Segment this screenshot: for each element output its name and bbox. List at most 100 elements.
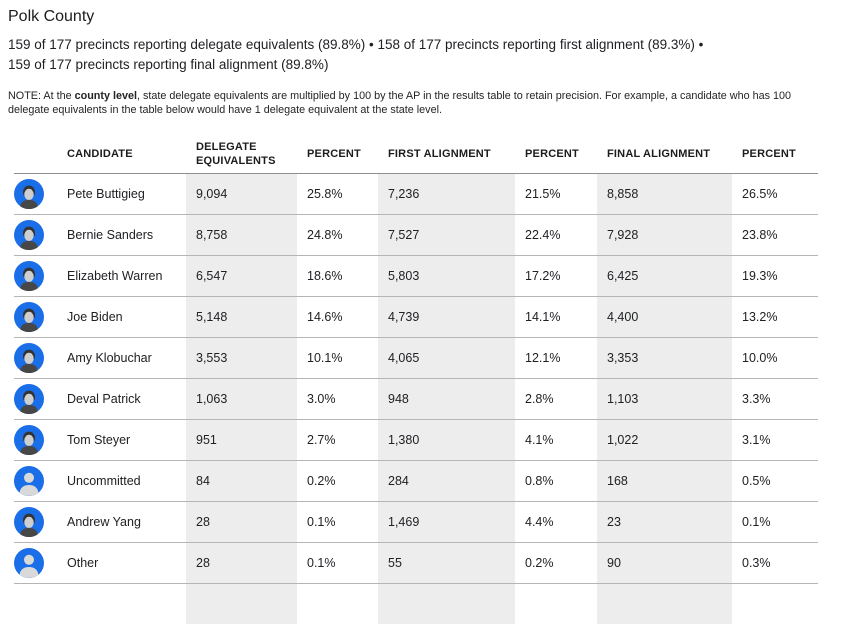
candidate-name: Uncommitted: [67, 473, 141, 488]
first-alignment-percent-cell: 14.1%: [525, 309, 561, 324]
candidate-avatar: [14, 178, 44, 209]
candidate-cell: Andrew Yang: [14, 501, 186, 542]
candidate-cell: Deval Patrick: [14, 378, 186, 419]
candidate-name: Tom Steyer: [67, 432, 131, 447]
first-alignment-percent-cell: 4.1%: [525, 432, 554, 447]
candidate-avatar: [14, 465, 44, 496]
column-header-percent: PERCENT: [307, 148, 361, 161]
final-alignment-cell: 23: [597, 501, 732, 542]
final-alignment-cell: 90: [597, 542, 732, 583]
county-level-note: NOTE: At the county level, state delegat…: [8, 89, 808, 117]
delegate-percent-cell: 3.0%: [307, 391, 336, 406]
page-title: Polk County: [8, 8, 95, 25]
column-header-first-alignment: FIRST ALIGNMENT: [388, 148, 491, 161]
final-alignment-cell: 4,400: [597, 296, 732, 337]
first-alignment-percent-cell: 0.8%: [525, 473, 554, 488]
candidate-avatar: [14, 424, 44, 455]
candidate-cell: Pete Buttigieg: [14, 173, 186, 214]
first-alignment-cell: 5,803: [378, 255, 515, 296]
candidate-cell: Joe Biden: [14, 296, 186, 337]
candidate-avatar: [14, 301, 44, 332]
delegate-percent-cell: 14.6%: [307, 309, 343, 324]
delegate-percent-cell: 0.1%: [307, 514, 336, 529]
candidate-name: Deval Patrick: [67, 391, 141, 406]
candidate-cell: Uncommitted: [14, 460, 186, 501]
final-alignment-percent-cell: 10.0%: [742, 350, 778, 365]
candidate-name: Bernie Sanders: [67, 227, 154, 242]
delegate-equivalents-cell: 84: [186, 460, 297, 501]
final-alignment-cell: 7,928: [597, 214, 732, 255]
delegate-percent-cell: 10.1%: [307, 350, 343, 365]
table-row: Deval Patrick 1,063 3.0% 948 2.8% 1,103 …: [14, 378, 818, 419]
candidate-cell: Elizabeth Warren: [14, 255, 186, 296]
final-alignment-cell: 1,103: [597, 378, 732, 419]
first-alignment-percent-cell: 12.1%: [525, 350, 561, 365]
note-text: , state delegate equivalents are multipl…: [8, 90, 792, 116]
table-row-partial: [14, 583, 818, 624]
final-alignment-percent-cell: 0.3%: [742, 555, 771, 570]
results-tbody: Pete Buttigieg 9,094 25.8% 7,236 21.5% 8…: [14, 173, 818, 624]
final-alignment-percent-cell: 19.3%: [742, 268, 778, 283]
candidate-avatar: [14, 383, 44, 414]
first-alignment-percent-cell: 21.5%: [525, 186, 561, 201]
results-table: CANDIDATE DELEGATE EQUIVALENTS PERCENT F…: [14, 136, 818, 624]
column-header-percent: PERCENT: [525, 148, 579, 161]
candidate-avatar: [14, 219, 44, 250]
table-row: Bernie Sanders 8,758 24.8% 7,527 22.4% 7…: [14, 214, 818, 255]
column-header-candidate: CANDIDATE: [67, 148, 133, 161]
column-header-percent: PERCENT: [742, 148, 796, 161]
candidate-cell: Amy Klobuchar: [14, 337, 186, 378]
candidate-name: Elizabeth Warren: [67, 268, 163, 283]
candidate-avatar: [14, 260, 44, 291]
final-alignment-cell: 8,858: [597, 173, 732, 214]
final-alignment-cell: 1,022: [597, 419, 732, 460]
final-alignment-cell: 6,425: [597, 255, 732, 296]
final-alignment-percent-cell: 13.2%: [742, 309, 778, 324]
first-alignment-cell: 55: [378, 542, 515, 583]
column-header-delegate-equivalents: DELEGATE EQUIVALENTS: [196, 141, 276, 168]
first-alignment-percent-cell: 0.2%: [525, 555, 554, 570]
final-alignment-cell: 168: [597, 460, 732, 501]
candidate-cell: Tom Steyer: [14, 419, 186, 460]
final-alignment-percent-cell: 3.3%: [742, 391, 771, 406]
candidate-cell: Other: [14, 542, 186, 583]
candidate-name: Pete Buttigieg: [67, 186, 145, 201]
delegate-percent-cell: 25.8%: [307, 186, 343, 201]
delegate-percent-cell: 18.6%: [307, 268, 343, 283]
candidate-name: Other: [67, 555, 99, 570]
first-alignment-percent-cell: 17.2%: [525, 268, 561, 283]
table-row: Uncommitted 84 0.2% 284 0.8% 168 0.5%: [14, 460, 818, 501]
table-row: Pete Buttigieg 9,094 25.8% 7,236 21.5% 8…: [14, 173, 818, 214]
first-alignment-cell: 7,236: [378, 173, 515, 214]
first-alignment-cell: 1,380: [378, 419, 515, 460]
table-row: Other 28 0.1% 55 0.2% 90 0.3%: [14, 542, 818, 583]
first-alignment-percent-cell: 22.4%: [525, 227, 561, 242]
first-alignment-cell: 1,469: [378, 501, 515, 542]
final-alignment-percent-cell: 0.1%: [742, 514, 771, 529]
table-row: Joe Biden 5,148 14.6% 4,739 14.1% 4,400 …: [14, 296, 818, 337]
final-alignment-percent-cell: 26.5%: [742, 186, 778, 201]
first-alignment-percent-cell: 4.4%: [525, 514, 554, 529]
precincts-reporting-line: 159 of 177 precincts reporting delegate …: [8, 37, 704, 52]
precincts-reporting-line: 159 of 177 precincts reporting final ali…: [8, 57, 329, 72]
delegate-equivalents-cell: 1,063: [186, 378, 297, 419]
note-bold-text: county level: [74, 90, 138, 102]
delegate-equivalents-cell: 951: [186, 419, 297, 460]
first-alignment-cell: 4,739: [378, 296, 515, 337]
table-row: Amy Klobuchar 3,553 10.1% 4,065 12.1% 3,…: [14, 337, 818, 378]
note-text: NOTE: At the: [8, 90, 75, 102]
delegate-equivalents-cell: 3,553: [186, 337, 297, 378]
candidate-name: Joe Biden: [67, 309, 123, 324]
delegate-equivalents-cell: 5,148: [186, 296, 297, 337]
final-alignment-cell: 3,353: [597, 337, 732, 378]
candidate-avatar: [14, 547, 44, 578]
column-header-final-alignment: FINAL ALIGNMENT: [607, 148, 711, 161]
first-alignment-cell: 948: [378, 378, 515, 419]
candidate-avatar: [14, 342, 44, 373]
table-row: Andrew Yang 28 0.1% 1,469 4.4% 23 0.1%: [14, 501, 818, 542]
candidate-cell: Bernie Sanders: [14, 214, 186, 255]
header-row: CANDIDATE DELEGATE EQUIVALENTS PERCENT F…: [14, 136, 818, 173]
delegate-percent-cell: 24.8%: [307, 227, 343, 242]
table-row: Tom Steyer 951 2.7% 1,380 4.1% 1,022 3.1…: [14, 419, 818, 460]
